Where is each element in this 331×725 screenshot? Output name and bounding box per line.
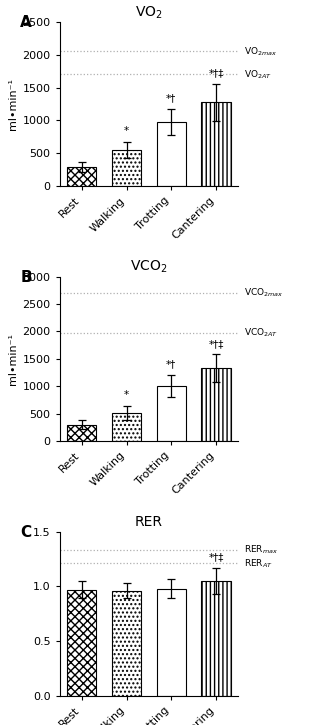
Text: VCO$_{2AT}$: VCO$_{2AT}$ (244, 326, 278, 339)
Text: VO$_{2AT}$: VO$_{2AT}$ (244, 68, 272, 80)
Bar (68, 589, 96, 696)
Text: B: B (20, 270, 32, 285)
Bar (112, 150, 141, 186)
Text: C: C (20, 525, 31, 540)
Text: *†‡: *†‡ (208, 68, 224, 78)
Text: *†: *† (166, 93, 176, 103)
Text: *: * (124, 390, 129, 400)
Bar (112, 413, 141, 441)
Bar (68, 425, 96, 441)
Bar (68, 167, 96, 186)
Text: A: A (20, 15, 32, 30)
Bar (157, 589, 186, 696)
Y-axis label: ml•min⁻¹: ml•min⁻¹ (8, 333, 18, 385)
Bar (112, 591, 141, 696)
Text: RER$_{max}$: RER$_{max}$ (244, 544, 278, 556)
Text: VO$_{2max}$: VO$_{2max}$ (244, 45, 277, 57)
Bar (202, 102, 230, 186)
Y-axis label: ml•min⁻¹: ml•min⁻¹ (8, 78, 18, 130)
Text: RER$_{AT}$: RER$_{AT}$ (244, 557, 273, 570)
Title: VCO$_2$: VCO$_2$ (130, 259, 168, 276)
Title: RER: RER (135, 515, 163, 529)
Text: *†‡: *†‡ (208, 552, 224, 562)
Bar (157, 386, 186, 441)
Text: VCO$_{2max}$: VCO$_{2max}$ (244, 287, 283, 299)
Text: *: * (124, 126, 129, 136)
Bar (202, 581, 230, 696)
Text: *†: *† (166, 360, 176, 370)
Text: *†‡: *†‡ (208, 339, 224, 349)
Bar (202, 368, 230, 441)
Bar (157, 122, 186, 186)
Title: VO$_2$: VO$_2$ (135, 4, 163, 20)
